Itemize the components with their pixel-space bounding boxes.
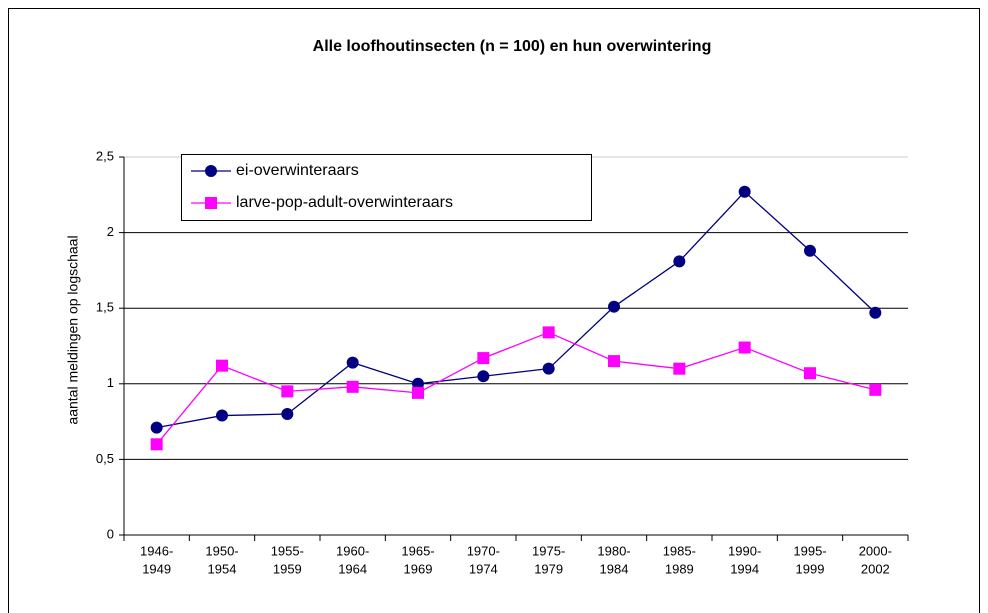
point [738,185,751,198]
x-tick-label: 1960- [336,543,369,558]
y-tick-label: 1 [107,375,114,390]
x-tick-label: 1955- [271,543,304,558]
x-tick-label: 1985- [663,543,696,558]
y-tick-label: 2,5 [96,148,114,163]
chart-title: Alle loofhoutinsecten (n = 100) en hun o… [313,38,712,55]
point [346,356,359,369]
y-tick-label: 0 [107,526,114,541]
point [804,244,816,257]
x-tick-label: 2002 [861,561,890,576]
x-tick-label: 1970- [467,543,500,558]
point [216,409,228,422]
point [412,377,424,390]
x-tick-label: 1964 [338,561,367,576]
point [412,386,424,399]
x-tick-label: 1950- [205,543,238,558]
legend-marker [205,165,217,177]
point [346,380,359,393]
point [804,367,816,380]
point [869,306,882,319]
x-tick-label: 2000- [859,543,892,558]
point [281,408,294,421]
y-tick-label: 2 [107,224,114,239]
point [477,352,490,365]
series-line [156,331,876,445]
point [673,362,686,375]
x-tick-label: 1975- [532,543,565,558]
point [869,383,882,396]
legend-box [181,154,592,221]
x-tick-label: 1946- [140,543,173,558]
x-tick-label: 1989 [665,561,694,576]
chart-frame [8,8,980,613]
point [542,362,555,375]
x-tick-label: 1954 [208,561,237,576]
x-tick-label: 1990- [728,543,761,558]
point [608,300,620,313]
point [542,326,555,339]
point [673,255,686,268]
x-tick-label: 1984 [600,561,629,576]
y-axis-label: aantal meldingen op logschaal [65,235,81,424]
point [281,385,294,398]
x-tick-label: 1969 [404,561,433,576]
x-tick-label: 1949 [142,561,171,576]
series-line [156,190,876,429]
y-tick-label: 1,5 [96,300,114,315]
legend-label: ei-overwinteraars [236,162,359,179]
point [150,421,163,434]
x-tick-label: 1959 [273,561,302,576]
x-tick-label: 1995- [793,543,826,558]
x-tick-label: 1965- [401,543,434,558]
x-tick-label: 1994 [730,561,759,576]
point [477,370,490,383]
point [150,438,163,451]
point [608,355,620,368]
x-tick-label: 1980- [597,543,630,558]
x-tick-label: 1999 [796,561,825,576]
point [738,341,751,354]
y-tick-label: 0,5 [96,451,114,466]
point [216,359,228,372]
x-tick-label: 1974 [469,561,498,576]
legend-marker [205,197,217,209]
legend-label: larve-pop-adult-overwinteraars [236,194,453,211]
x-tick-label: 1979 [534,561,563,576]
